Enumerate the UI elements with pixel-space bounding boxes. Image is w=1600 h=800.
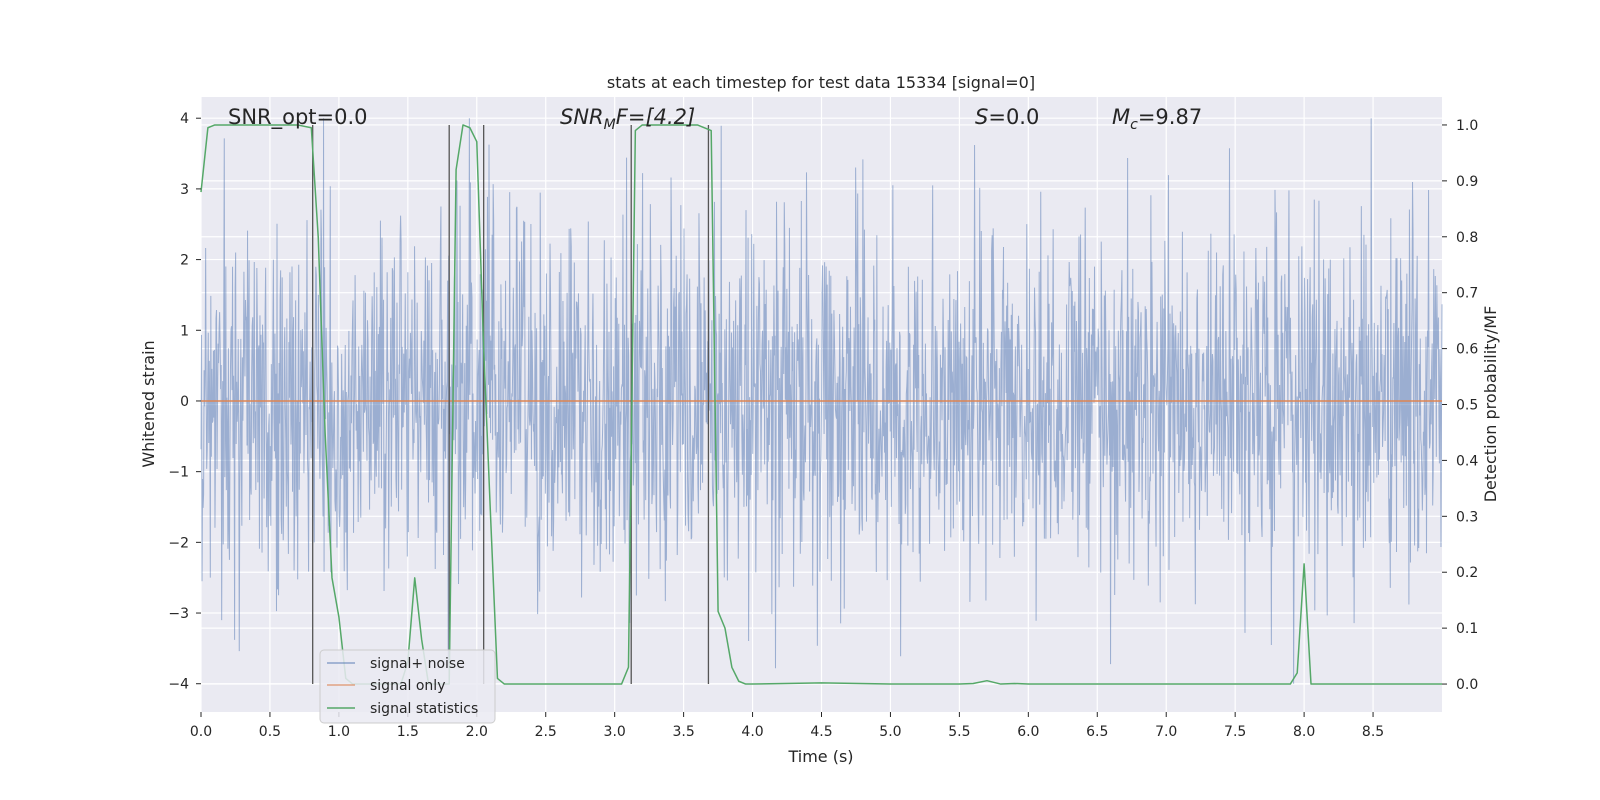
x-tick-label-6: 3.0: [604, 724, 626, 740]
x-tick-label-13: 6.5: [1086, 724, 1108, 740]
noise-trace: [200, 118, 1443, 684]
annotation-snr-mf: SNRMF=[4.2]: [560, 105, 695, 133]
x-tick-label-16: 8.0: [1293, 724, 1315, 740]
x-axis-label: Time (s): [787, 747, 853, 766]
legend-label-signal-plus-noise: signal+ noise: [370, 656, 465, 672]
x-tick-label-0: 0.0: [190, 724, 212, 740]
y-right-tick-label-8: 0.8: [1456, 230, 1478, 246]
y-left-tick-label-1: −3: [168, 606, 189, 622]
y-right-tick-label-7: 0.7: [1456, 286, 1478, 302]
y-right-tick-label-9: 0.9: [1456, 174, 1478, 190]
x-tick-label-1: 0.5: [259, 724, 281, 740]
annotation-s: S=0.0: [975, 105, 1039, 129]
x-tick-label-8: 4.0: [741, 724, 763, 740]
signal-statistics-line: [200, 124, 1442, 685]
x-tick-label-17: 8.5: [1362, 724, 1384, 740]
y-right-tick-label-6: 0.6: [1456, 342, 1478, 358]
y-right-tick-label-1: 0.1: [1456, 621, 1478, 637]
series-signal-statistics: [200, 124, 1442, 685]
y-axis-left-ticks: −4 −3 −2 −1 0 1 2 3 4: [168, 111, 201, 693]
annotation-snr-opt: SNR_opt=0.0: [228, 105, 368, 130]
x-tick-label-5: 2.5: [535, 724, 557, 740]
y-left-tick-label-8: 4: [180, 111, 189, 127]
y-left-tick-label-3: −1: [168, 465, 189, 481]
y-axis-right-ticks: 0.0 0.1 0.2 0.3 0.4 0.5 0.6 0.7 0.8 0.9 1.0: [1442, 118, 1478, 693]
y-left-tick-label-0: −4: [168, 677, 189, 693]
x-axis-ticks: 0.0 0.5 1.0 1.5 2.0 2.5 3.0 3.5 4.0 4.5 5.0 5.5 6.0 6…: [190, 712, 1384, 740]
x-tick-label-14: 7.0: [1155, 724, 1177, 740]
x-tick-label-2: 1.0: [328, 724, 350, 740]
y-right-tick-label-4: 0.4: [1456, 453, 1478, 469]
y-right-tick-label-10: 1.0: [1456, 118, 1478, 134]
x-tick-label-7: 3.5: [672, 724, 694, 740]
y-left-tick-label-4: 0: [180, 394, 189, 410]
x-tick-label-10: 5.0: [879, 724, 901, 740]
x-tick-label-3: 1.5: [397, 724, 419, 740]
y-left-tick-label-6: 2: [180, 253, 189, 269]
series-signal-plus-noise: [200, 118, 1443, 684]
y-left-tick-label-7: 3: [180, 182, 189, 198]
x-tick-label-12: 6.0: [1017, 724, 1039, 740]
y-right-tick-label-0: 0.0: [1456, 677, 1478, 693]
y-right-tick-label-5: 0.5: [1456, 398, 1478, 414]
chart-title: stats at each timestep for test data 153…: [607, 73, 1035, 92]
x-tick-label-4: 2.0: [466, 724, 488, 740]
y-axis-right-label: Detection probability/MF: [1481, 306, 1500, 503]
x-tick-label-9: 4.5: [810, 724, 832, 740]
y-left-tick-label-2: −2: [168, 535, 189, 551]
y-right-tick-label-3: 0.3: [1456, 509, 1478, 525]
x-tick-label-11: 5.5: [948, 724, 970, 740]
y-right-tick-label-2: 0.2: [1456, 565, 1478, 581]
x-tick-label-15: 7.5: [1224, 724, 1246, 740]
annotation-mc: Mc=9.87: [1112, 105, 1202, 133]
y-left-tick-label-5: 1: [180, 323, 189, 339]
legend-label-signal-only: signal only: [370, 678, 445, 694]
y-axis-left-label: Whitened strain: [139, 340, 158, 467]
legend: signal+ noise signal only signal statist…: [319, 649, 496, 724]
legend-label-signal-statistics: signal statistics: [370, 701, 478, 717]
